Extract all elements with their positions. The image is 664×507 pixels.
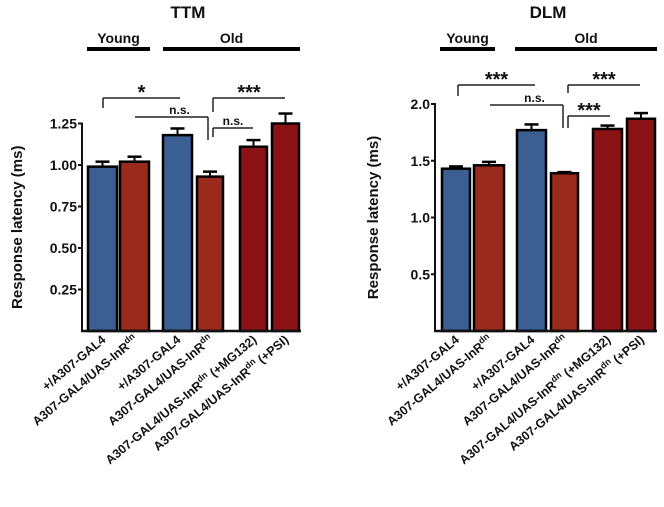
y-tick-label: 1.00 bbox=[50, 157, 77, 173]
y-tick-label: 1.0 bbox=[411, 210, 431, 226]
significance-star-label: * bbox=[138, 82, 146, 104]
significance-ns-label: n.s. bbox=[524, 91, 545, 105]
group-label: Young bbox=[97, 30, 140, 46]
y-tick-label: 0.5 bbox=[411, 266, 431, 282]
chart-title: DLM bbox=[530, 3, 567, 22]
significance-ns-label: n.s. bbox=[169, 103, 190, 117]
significance-star-label: *** bbox=[577, 100, 601, 122]
chart-panel-ttm: TTM Young Old 0.25 0.50 0.75 1.00 1.25 Response … bbox=[9, 3, 301, 467]
y-tick-label: 0.50 bbox=[50, 240, 77, 256]
bar bbox=[238, 145, 269, 333]
y-tick-label: 2.0 bbox=[411, 96, 431, 112]
y-axis-label: Response latency (ms) bbox=[9, 146, 26, 309]
chart-panel-dlm: DLM Young Old 0.5 1.0 1.5 2.0 Response latency … bbox=[365, 3, 657, 467]
chart-title: TTM bbox=[171, 3, 206, 22]
bar bbox=[625, 117, 657, 333]
label-suffix: (+PSI) bbox=[252, 333, 291, 369]
bar bbox=[270, 122, 301, 333]
significance-star-label: *** bbox=[485, 69, 509, 91]
label-suffix: (+PSI) bbox=[608, 333, 647, 369]
significance-star-label: *** bbox=[237, 82, 261, 104]
group-label: Young bbox=[446, 30, 489, 46]
bar bbox=[591, 127, 624, 333]
y-tick-label: 1.5 bbox=[411, 153, 431, 169]
y-tick-label: 1.25 bbox=[50, 116, 77, 132]
y-tick-label: 0.75 bbox=[50, 199, 77, 215]
bar bbox=[86, 165, 119, 333]
bar bbox=[515, 128, 548, 333]
bar bbox=[118, 160, 151, 333]
significance-ns-label: n.s. bbox=[223, 114, 244, 128]
bar bbox=[161, 133, 194, 333]
y-tick-label: 0.25 bbox=[50, 282, 77, 298]
bar bbox=[440, 167, 472, 333]
bar bbox=[195, 175, 225, 333]
significance-star-label: *** bbox=[592, 69, 616, 91]
group-label: Old bbox=[574, 30, 597, 46]
bar bbox=[549, 171, 580, 333]
y-axis-label: Response latency (ms) bbox=[365, 136, 382, 299]
bar bbox=[472, 164, 506, 333]
group-label: Old bbox=[220, 30, 243, 46]
